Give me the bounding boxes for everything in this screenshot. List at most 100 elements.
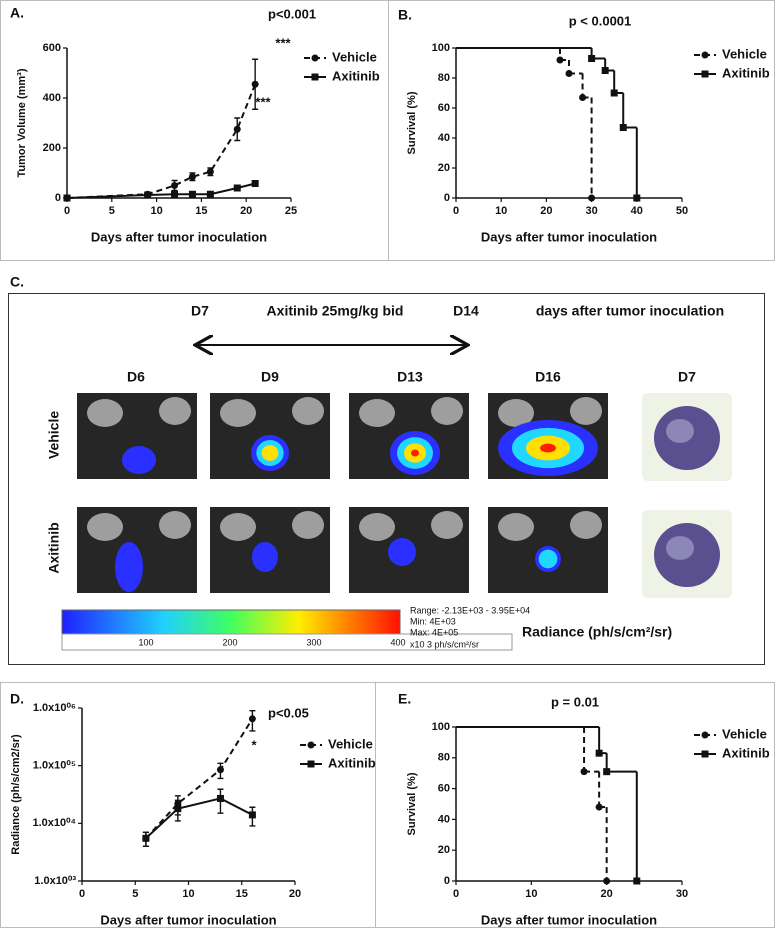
column-label: D6	[127, 369, 145, 385]
marker	[216, 766, 224, 774]
y-tick-label: 80	[438, 72, 450, 84]
signal-blob	[115, 542, 143, 592]
colorbar-max: Max: 4E+05	[410, 627, 458, 637]
signal-blob	[540, 443, 556, 453]
timeline-end: D14	[453, 303, 479, 319]
y-tick-label: 20	[438, 162, 450, 174]
timeline-note: days after tumor inoculation	[536, 303, 724, 319]
y-axis-label: Survival (%)	[406, 91, 418, 154]
legend-label: Vehicle	[722, 46, 767, 61]
marker	[701, 70, 709, 78]
marker	[588, 194, 596, 202]
x-tick-label: 5	[109, 205, 115, 217]
colorbar-title: Radiance (ph/s/cm²/sr)	[522, 624, 672, 640]
panel-label: A.	[10, 5, 24, 21]
column-label: D7	[678, 369, 696, 385]
panel-label: E.	[398, 691, 411, 707]
marker	[633, 194, 641, 202]
marker	[188, 173, 196, 181]
x-tick-label: 15	[236, 888, 248, 900]
annotation: p<0.001	[268, 6, 316, 21]
x-axis-label: Days after tumor inoculation	[481, 229, 657, 244]
marker	[144, 191, 152, 199]
y-tick-label: 200	[43, 142, 61, 154]
mouse-silhouette	[431, 511, 463, 539]
marker	[579, 94, 587, 101]
x-axis-label: Days after tumor inoculation	[100, 912, 276, 927]
colorbar-tick-label: 300	[306, 637, 321, 647]
marker	[206, 190, 214, 198]
y-tick-label: 40	[438, 813, 450, 825]
marker	[142, 834, 150, 842]
row-label: Vehicle	[46, 411, 62, 459]
marker	[171, 182, 179, 189]
mouse-silhouette	[220, 399, 256, 427]
x-tick-label: 0	[64, 205, 70, 217]
panel-label: B.	[398, 7, 412, 23]
x-axis-label: Days after tumor inoculation	[91, 229, 267, 244]
panel-border	[388, 0, 775, 261]
mouse-silhouette	[359, 513, 395, 541]
panel-border	[375, 682, 775, 928]
y-tick-label: 0	[55, 192, 61, 204]
organ-highlight	[666, 419, 694, 443]
colorbar-range: Range: -2.13E+03 - 3.95E+04	[410, 605, 530, 615]
mouse-silhouette	[159, 397, 191, 425]
legend-label: Axitinib	[328, 755, 376, 770]
marker	[610, 89, 618, 97]
colorbar-tick-label: 200	[222, 637, 237, 647]
legend-label: Vehicle	[332, 49, 377, 64]
organ-highlight	[666, 536, 694, 560]
colorbar-tick-label: 100	[138, 637, 153, 647]
marker	[701, 51, 709, 59]
y-axis-label: Tumor Volume (mm³)	[16, 68, 28, 177]
marker	[248, 811, 256, 819]
marker	[595, 803, 603, 811]
x-tick-label: 5	[132, 888, 138, 900]
marker	[580, 768, 588, 776]
column-label: D13	[397, 369, 423, 385]
panel-border	[8, 293, 765, 665]
panel-c: C. D7 Axitinib 25mg/kg bid D14 days afte…	[8, 274, 765, 665]
legend-label: Vehicle	[328, 736, 373, 751]
legend-label: Axitinib	[332, 68, 380, 83]
annotation: p < 0.0001	[569, 13, 632, 28]
marker	[601, 67, 609, 74]
x-tick-label: 10	[182, 888, 194, 900]
panel-border	[0, 0, 389, 261]
signal-blob	[411, 449, 419, 457]
y-tick-label: 0	[444, 192, 450, 204]
mouse-silhouette	[87, 513, 123, 541]
row-label: Axitinib	[46, 522, 62, 573]
treatment-label: Axitinib 25mg/kg bid	[267, 303, 404, 319]
x-tick-label: 20	[240, 205, 252, 217]
mouse-silhouette	[220, 513, 256, 541]
y-tick-label: 20	[438, 844, 450, 856]
y-tick-label: 60	[438, 783, 450, 795]
y-tick-label: 1.0x10⁰⁴	[33, 817, 77, 829]
x-tick-label: 10	[525, 888, 537, 900]
marker	[63, 194, 71, 202]
timeline-start: D7	[191, 303, 209, 319]
marker	[588, 55, 596, 62]
y-tick-label: 100	[432, 721, 450, 733]
y-tick-label: 1.0x10⁰³	[34, 875, 76, 887]
x-tick-label: 40	[631, 205, 643, 217]
marker	[248, 715, 256, 723]
series-line	[145, 797, 253, 840]
marker	[619, 124, 627, 131]
panel-label: D.	[10, 691, 24, 707]
signal-blob	[252, 542, 278, 572]
annotation: ***	[255, 94, 271, 109]
mouse-silhouette	[498, 513, 534, 541]
x-tick-label: 30	[676, 888, 688, 900]
marker	[307, 741, 315, 749]
mouse-silhouette	[431, 397, 463, 425]
y-tick-label: 600	[43, 42, 61, 54]
series-line	[66, 83, 257, 199]
marker	[311, 73, 319, 81]
colorbar-units: x10 3 ph/s/cm²/sr	[410, 639, 479, 649]
marker	[307, 760, 315, 768]
colorbar	[61, 609, 401, 635]
marker	[188, 190, 196, 198]
